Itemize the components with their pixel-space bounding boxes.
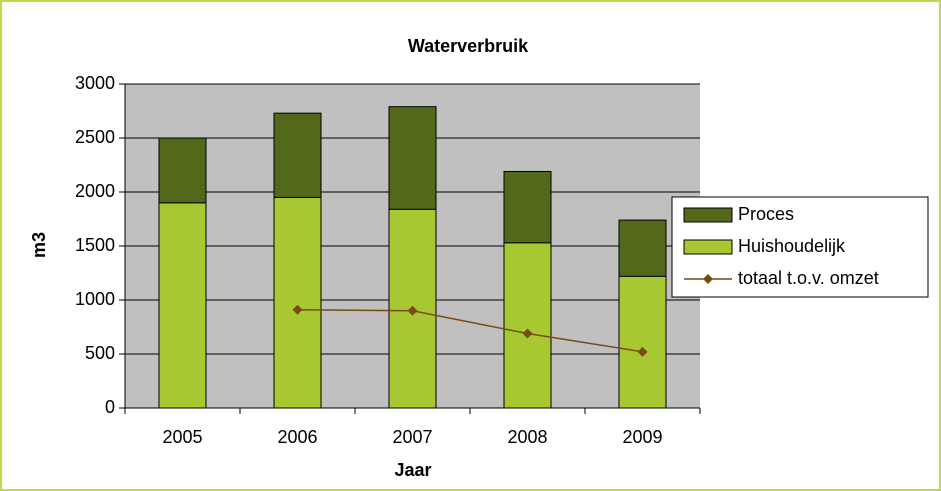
bar (618, 275, 667, 409)
x-tick-label: 2009 (622, 427, 662, 447)
x-tick-label: 2008 (507, 427, 547, 447)
x-axis-label: Jaar (394, 460, 431, 480)
x-tick-label: 2007 (392, 427, 432, 447)
bar (618, 219, 667, 277)
line-marker (637, 346, 648, 357)
y-tick-label: 2000 (75, 181, 115, 201)
y-tick-label: 1500 (75, 235, 115, 255)
legend-label: totaal t.o.v. omzet (738, 268, 879, 288)
line-marker (407, 305, 418, 316)
x-tick-label: 2005 (162, 427, 202, 447)
bar (158, 137, 207, 204)
bar (273, 196, 322, 409)
legend-swatch (683, 207, 733, 223)
y-tick-label: 1000 (75, 289, 115, 309)
line-marker (522, 328, 533, 339)
x-tick-label: 2006 (277, 427, 317, 447)
bar (503, 242, 552, 409)
legend-label: Huishoudelijk (738, 236, 846, 256)
bar (503, 170, 552, 244)
y-tick-label: 2500 (75, 127, 115, 147)
bar (273, 112, 322, 198)
line (297, 308, 643, 353)
y-tick-label: 500 (85, 343, 115, 363)
y-tick-label: 0 (105, 397, 115, 417)
y-axis-label: m3 (29, 232, 49, 258)
line-marker (292, 304, 303, 315)
legend-label: Proces (738, 204, 794, 224)
legend-swatch (683, 239, 733, 255)
bar (388, 106, 437, 210)
bar (158, 202, 207, 409)
y-tick-label: 3000 (75, 73, 115, 93)
legend-marker (703, 274, 713, 284)
chart-title: Waterverbruik (408, 36, 529, 56)
